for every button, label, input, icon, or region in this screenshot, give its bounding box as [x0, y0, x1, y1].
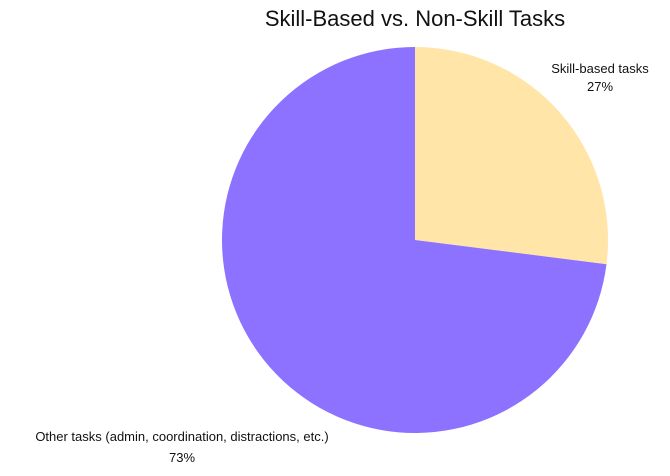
pie-slice-1 [222, 47, 607, 433]
slice-value-label-1: 73% [169, 450, 195, 465]
chart-title: Skill-Based vs. Non-Skill Tasks [264, 6, 566, 31]
slice-value-label-0: 27% [587, 79, 613, 94]
slice-label-0: Skill-based tasks [551, 61, 649, 76]
pie-slice-0 [415, 47, 609, 265]
slice-label-1: Other tasks (admin, coordination, distra… [35, 429, 328, 444]
